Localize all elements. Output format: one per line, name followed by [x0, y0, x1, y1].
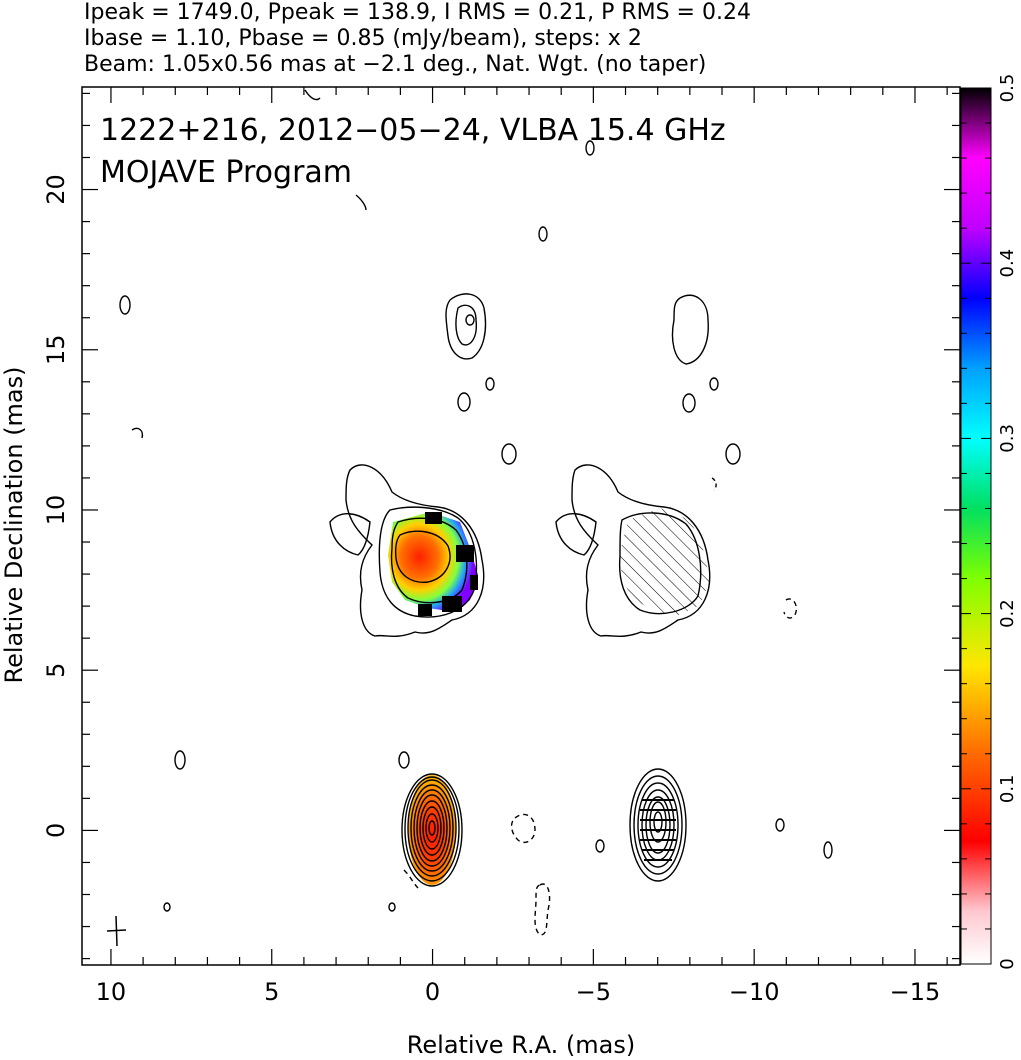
- core-contour: [416, 794, 448, 862]
- beam-marker: [106, 915, 127, 947]
- y-tick-label: 0: [42, 823, 70, 838]
- core-contour: [428, 820, 436, 836]
- negative-contour: [510, 813, 536, 844]
- knot-contour: [394, 530, 451, 583]
- header-line-3: Beam: 1.05x0.56 mas at −2.1 deg., Nat. W…: [84, 52, 706, 77]
- colorbar-tick-label: 0: [997, 958, 1018, 969]
- isolated-contour: [355, 194, 367, 211]
- knot-polarization-fill: [388, 512, 478, 612]
- right-knot-contour: [618, 512, 702, 615]
- isolated-contour: [457, 392, 471, 412]
- isolated-contour: [485, 377, 495, 391]
- header-line-2: Ibase = 1.10, Pbase = 0.85 (mJy/beam), s…: [84, 26, 642, 51]
- x-axis: 10 5 0 −5 −10 −15: [96, 87, 948, 1006]
- core-contour: [401, 773, 463, 887]
- core-contour: [410, 784, 454, 872]
- right-core-contour: [637, 782, 679, 868]
- right-isolated-contour: [725, 443, 741, 465]
- core-contour: [422, 806, 442, 850]
- y-axis-title: Relative Declination (mas): [0, 366, 28, 683]
- isolated-contour: [119, 295, 131, 315]
- isolated-contour: [595, 839, 605, 853]
- right-isolated-contour: [823, 841, 833, 859]
- isolated-contour: [174, 750, 186, 770]
- isolated-contour: [398, 751, 410, 769]
- colorbar: [961, 88, 991, 964]
- isolated-contour: [538, 226, 548, 242]
- x-tick-label: −15: [890, 978, 941, 1006]
- core-contour: [407, 779, 457, 877]
- colorbar-axis: 0 0.1 0.2 0.3 0.4 0.5: [961, 74, 1018, 970]
- isolated-contour: [163, 902, 171, 912]
- knot-pol-edge: [418, 512, 478, 616]
- left-panel-contours: [119, 89, 605, 936]
- x-tick-label: 5: [264, 978, 279, 1006]
- north-feature-contour: [445, 293, 487, 360]
- isolated-contour: [501, 443, 517, 465]
- core-contour: [413, 789, 451, 867]
- colorbar-tick-label: 0.4: [997, 249, 1018, 278]
- x-axis-title: Relative R.A. (mas): [407, 1031, 635, 1059]
- right-core-contour: [653, 811, 663, 833]
- colorbar-tick-label: 0.3: [997, 424, 1018, 453]
- y-tick-label: 20: [42, 174, 70, 205]
- right-core-contour: [645, 796, 671, 854]
- colorbar-tick-label: 0.2: [997, 599, 1018, 628]
- x-tick-label: 0: [425, 978, 440, 1006]
- negative-contour: [534, 883, 551, 936]
- colorbar-frame: [960, 87, 992, 965]
- right-negative-contour: [783, 598, 798, 619]
- negative-contour: [403, 869, 419, 889]
- core-contour: [404, 776, 460, 882]
- right-isolated-contour: [709, 377, 719, 391]
- right-knot-hatch: [620, 508, 710, 615]
- x-tick-label: −5: [576, 978, 611, 1006]
- y-axis: 0 5 10 15 20: [42, 92, 960, 960]
- plot-frame: [81, 86, 961, 966]
- right-core-contour: [629, 768, 687, 882]
- right-panel-contours: [555, 294, 833, 882]
- right-north-contour: [671, 294, 709, 365]
- program-annotation: MOJAVE Program: [100, 155, 352, 190]
- colorbar-tick-label: 0.1: [997, 774, 1018, 803]
- isolated-contour: [304, 89, 321, 101]
- header: Ipeak = 1749.0, Ppeak = 138.9, I RMS = 0…: [84, 0, 751, 77]
- right-core-stripes: [640, 799, 676, 861]
- x-tick-label: 10: [96, 978, 127, 1006]
- isolated-contour: [131, 427, 144, 439]
- knot-contour-outer: [345, 464, 485, 637]
- right-negative-contour: [711, 477, 717, 491]
- north-feature-contour: [455, 304, 478, 346]
- right-isolated-contour: [682, 393, 696, 413]
- source-annotation: 1222+216, 2012−05−24, VLBA 15.4 GHz: [100, 113, 726, 148]
- knot-contour: [378, 506, 478, 618]
- y-tick-label: 15: [42, 334, 70, 365]
- isolated-contour: [585, 140, 595, 156]
- colorbar-tick-label: 0.5: [997, 74, 1018, 103]
- x-tick-label: −10: [729, 978, 780, 1006]
- knot-contour: [329, 513, 371, 556]
- y-tick-label: 5: [42, 663, 70, 678]
- y-tick-label: 10: [42, 495, 70, 526]
- header-line-1: Ipeak = 1749.0, Ppeak = 138.9, I RMS = 0…: [84, 0, 751, 25]
- right-knot-contour-outer: [571, 464, 711, 637]
- core-contour: [419, 800, 445, 856]
- right-core-contour: [649, 801, 667, 843]
- right-isolated-contour: [775, 818, 785, 832]
- isolated-contour: [388, 902, 396, 912]
- knot-contour: [390, 517, 468, 604]
- north-feature-contour: [465, 314, 475, 326]
- right-core-contour: [633, 775, 683, 875]
- right-knot-contour: [555, 513, 597, 556]
- core-contour: [425, 813, 439, 843]
